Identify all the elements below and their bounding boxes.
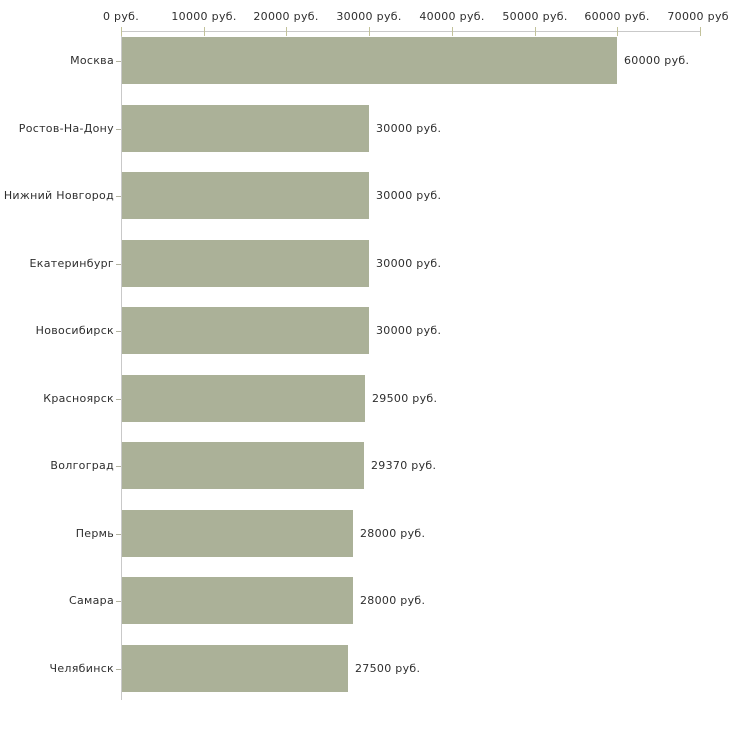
x-axis-tick — [369, 27, 370, 36]
x-axis-tick — [535, 27, 536, 36]
x-axis-tick — [700, 27, 701, 36]
bar — [122, 37, 617, 84]
x-axis-tick-label: 70000 руб. — [667, 10, 730, 23]
x-axis-tick — [286, 27, 287, 36]
category-tick — [116, 534, 121, 535]
category-tick — [116, 129, 121, 130]
bar — [122, 442, 364, 489]
x-axis-tick — [452, 27, 453, 36]
x-axis-tick — [121, 27, 122, 36]
x-axis-tick-label: 20000 руб. — [253, 10, 319, 23]
category-tick — [116, 466, 121, 467]
category-label: Красноярск — [43, 392, 114, 405]
value-label: 28000 руб. — [360, 594, 426, 607]
category-label: Самара — [69, 594, 114, 607]
value-label: 60000 руб. — [624, 54, 690, 67]
value-label: 30000 руб. — [376, 189, 442, 202]
category-label: Новосибирск — [35, 324, 114, 337]
bar — [122, 240, 369, 287]
category-tick — [116, 196, 121, 197]
x-axis-tick-label: 40000 руб. — [419, 10, 485, 23]
value-label: 30000 руб. — [376, 257, 442, 270]
x-axis-tick-label: 0 руб. — [102, 10, 140, 23]
bar — [122, 577, 353, 624]
bar — [122, 510, 353, 557]
bar — [122, 172, 369, 219]
value-label: 29500 руб. — [372, 392, 438, 405]
x-axis-tick-label: 30000 руб. — [336, 10, 402, 23]
category-tick — [116, 264, 121, 265]
value-label: 28000 руб. — [360, 527, 426, 540]
value-label: 29370 руб. — [371, 459, 437, 472]
x-axis-tick — [204, 27, 205, 36]
category-tick — [116, 399, 121, 400]
category-tick — [116, 669, 121, 670]
category-label: Пермь — [75, 527, 114, 540]
x-axis-line — [121, 31, 701, 32]
category-label: Москва — [70, 54, 114, 67]
category-label: Челябинск — [49, 662, 114, 675]
bar — [122, 105, 369, 152]
category-label: Ростов-На-Дону — [18, 122, 114, 135]
bar — [122, 645, 348, 692]
category-tick — [116, 601, 121, 602]
value-label: 30000 руб. — [376, 122, 442, 135]
value-label: 30000 руб. — [376, 324, 442, 337]
value-label: 27500 руб. — [355, 662, 421, 675]
bar — [122, 375, 365, 422]
x-axis-tick — [617, 27, 618, 36]
category-tick — [116, 331, 121, 332]
bar — [122, 307, 369, 354]
category-label: Екатеринбург — [29, 257, 114, 270]
x-axis-tick-label: 50000 руб. — [502, 10, 568, 23]
x-axis-tick-label: 10000 руб. — [171, 10, 237, 23]
category-tick — [116, 61, 121, 62]
category-label: Нижний Новгород — [3, 189, 114, 202]
x-axis-tick-label: 60000 руб. — [584, 10, 650, 23]
y-axis-line — [121, 31, 122, 700]
category-label: Волгоград — [50, 459, 114, 472]
